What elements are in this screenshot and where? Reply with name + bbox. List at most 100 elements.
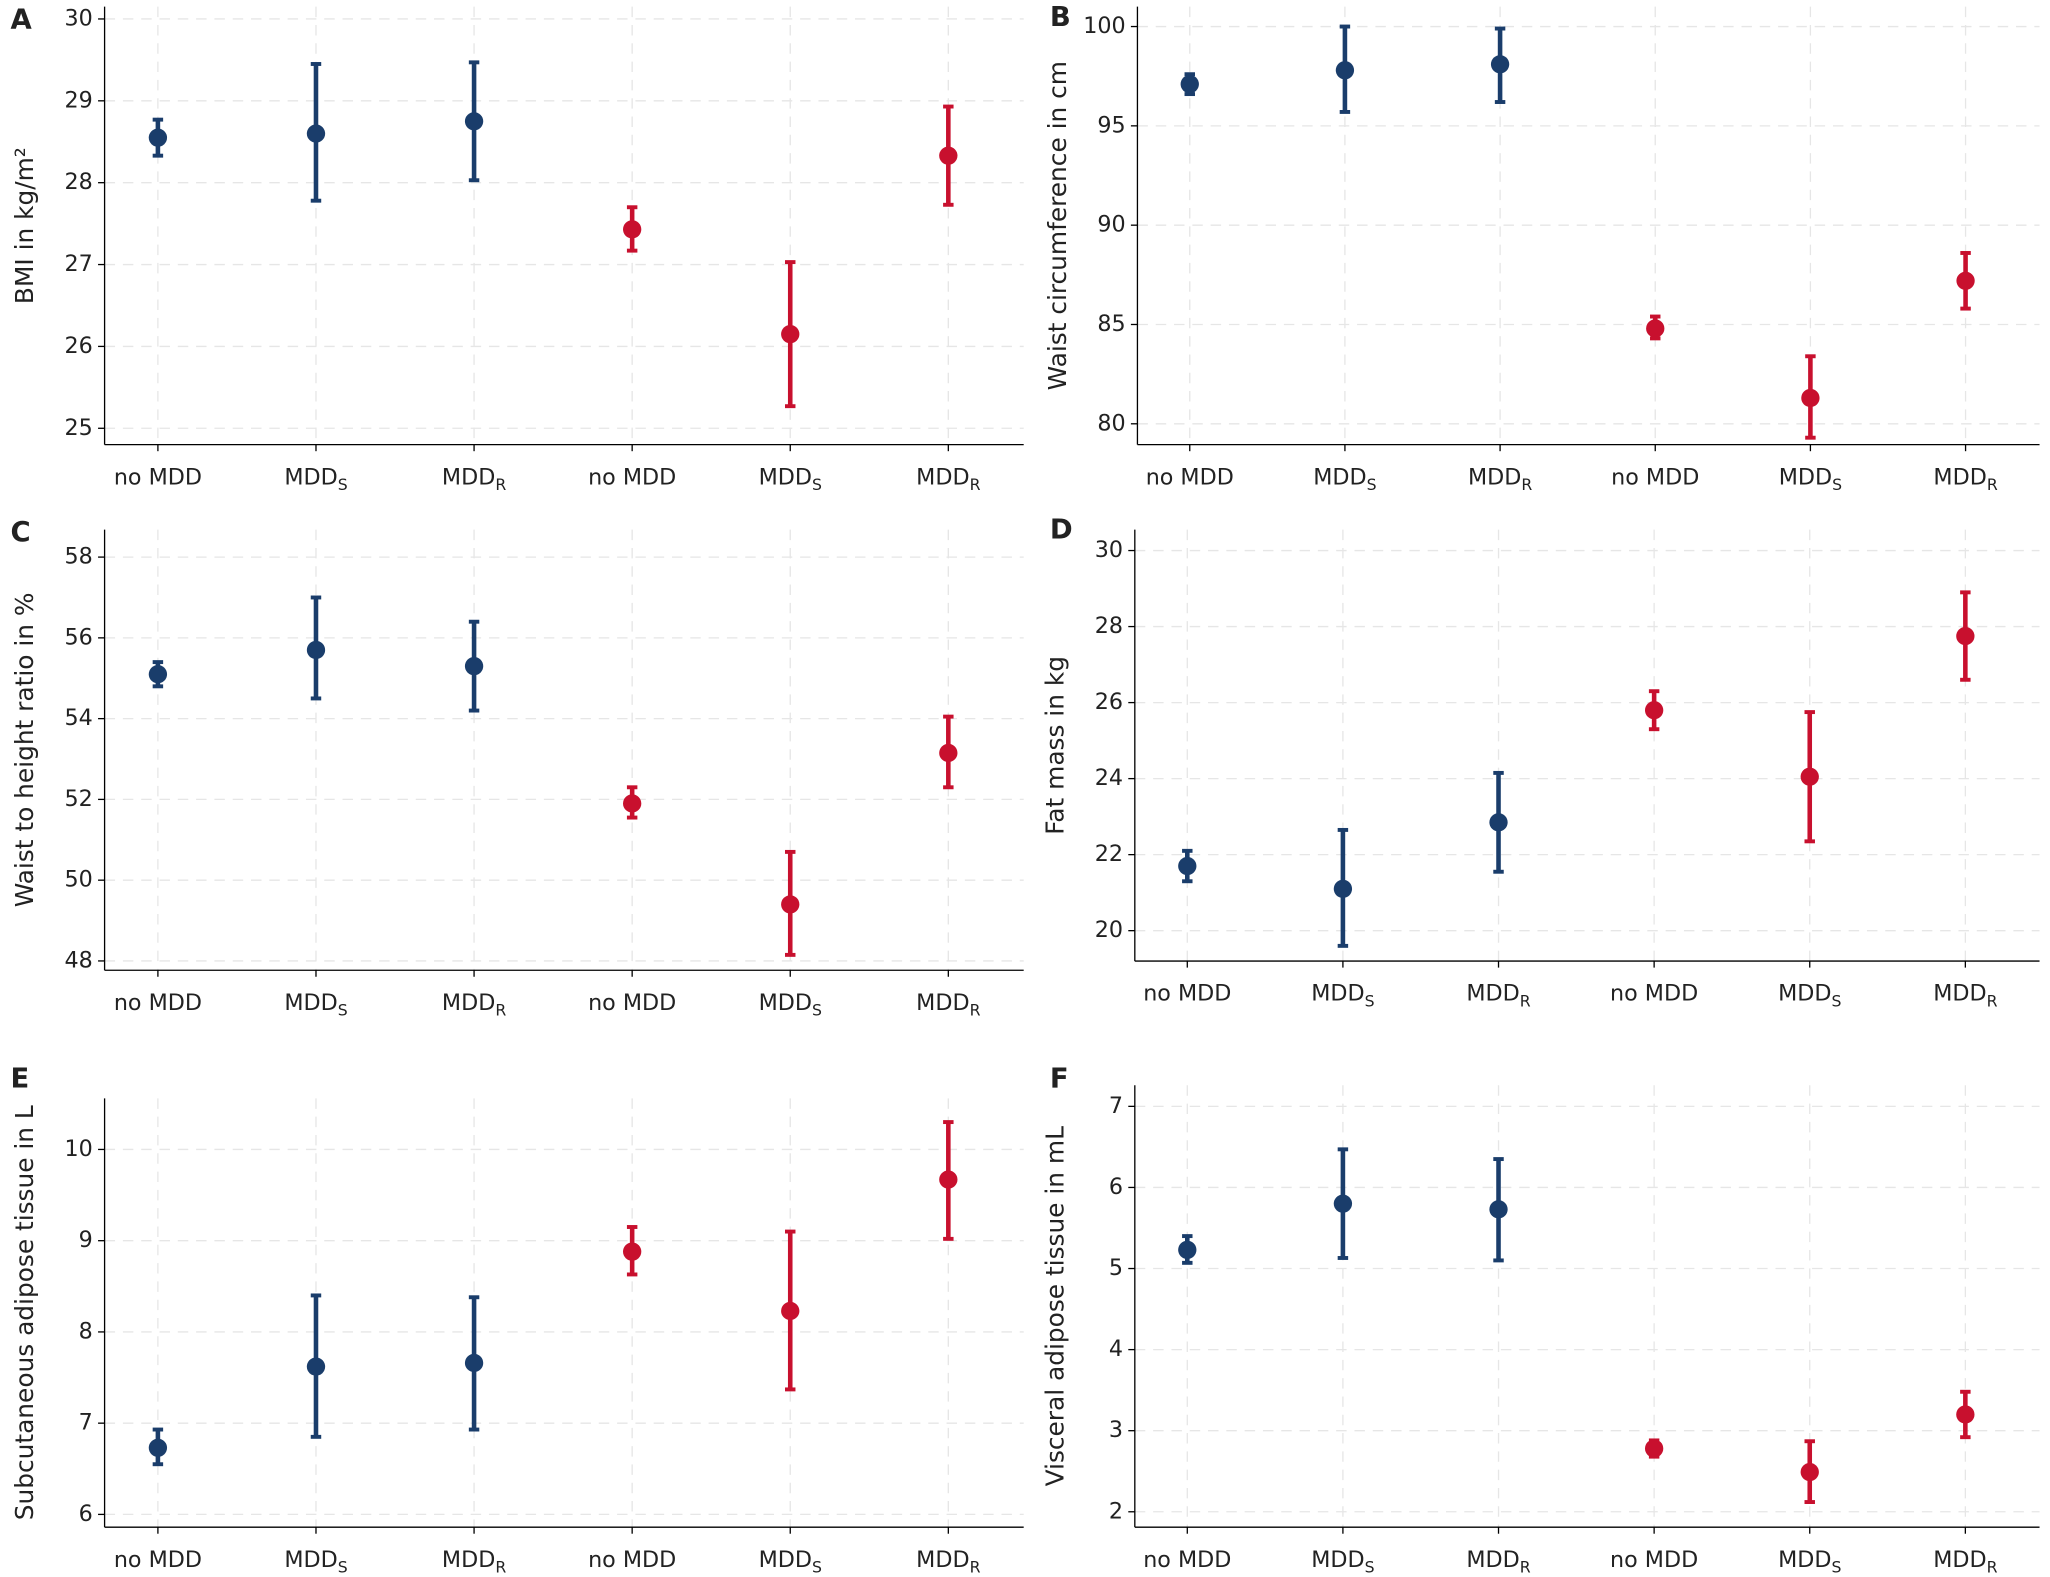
category-subscript: S [1365, 1557, 1375, 1576]
category-text: no MDD [1611, 464, 1699, 490]
point [306, 1357, 326, 1376]
y-tick-label: 7 [79, 1410, 93, 1436]
x-tick-label: MDDS [1778, 1546, 1841, 1576]
point [464, 1353, 484, 1373]
category-text: MDD [1466, 1546, 1519, 1572]
x-tick-label: MDDR [1466, 1546, 1530, 1576]
point [1956, 1405, 1975, 1424]
y-tick-label: 30 [65, 5, 93, 31]
point [781, 895, 800, 914]
panel-label: D [1050, 514, 1073, 545]
y-tick-label: 29 [65, 87, 93, 113]
category-text: no MDD [1143, 980, 1231, 1006]
x-tick-label: no MDD [588, 464, 676, 490]
point [623, 1242, 642, 1261]
point [306, 640, 326, 660]
y-axis-title: Waist to height ratio in % [10, 593, 39, 908]
x-tick-label: no MDD [1610, 1546, 1698, 1572]
category-text: MDD [1778, 980, 1831, 1006]
x-tick-label: MDDR [442, 989, 506, 1019]
x-tick-label: MDDS [284, 1546, 347, 1576]
point [1644, 1439, 1664, 1458]
category-subscript: R [495, 1557, 506, 1576]
category-text: MDD [1311, 1546, 1364, 1572]
category-subscript: S [1367, 475, 1377, 494]
x-tick-label: MDDS [1313, 464, 1376, 494]
category-subscript: R [970, 475, 981, 494]
point [781, 1301, 800, 1321]
point [1489, 813, 1508, 832]
category-text: no MDD [1143, 1546, 1231, 1572]
category-text: MDD [916, 1546, 969, 1572]
x-tick-label: MDDS [1311, 980, 1374, 1010]
panel-label: E [10, 1064, 29, 1095]
y-tick-label: 6 [1109, 1174, 1123, 1200]
panel-label: B [1050, 2, 1071, 33]
category-text: no MDD [1610, 980, 1698, 1006]
point [1489, 1200, 1508, 1219]
x-tick-label: MDDR [1933, 980, 1997, 1010]
y-tick-label: 100 [1083, 13, 1125, 39]
category-text: MDD [759, 464, 812, 490]
point [148, 665, 168, 684]
category-text: MDD [1778, 1546, 1831, 1572]
point [1956, 271, 1975, 290]
y-tick-label: 7 [1109, 1093, 1123, 1119]
category-subscript: S [1365, 991, 1375, 1010]
y-tick-label: 28 [65, 169, 93, 195]
category-subscript: R [1987, 991, 1998, 1010]
category-subscript: R [495, 475, 506, 494]
point [1178, 1240, 1197, 1260]
category-text: MDD [759, 1546, 812, 1572]
x-tick-label: no MDD [588, 1546, 676, 1572]
category-subscript: S [1831, 991, 1841, 1010]
x-tick-label: no MDD [1610, 980, 1698, 1006]
point [1644, 701, 1664, 720]
category-text: MDD [1933, 1546, 1986, 1572]
category-text: MDD [1466, 980, 1519, 1006]
category-subscript: R [1521, 475, 1532, 494]
x-tick-label: no MDD [588, 989, 676, 1015]
y-tick-label: 3 [1109, 1417, 1123, 1443]
category-subscript: S [1832, 475, 1842, 494]
y-tick-label: 2 [1109, 1498, 1123, 1524]
category-text: no MDD [588, 464, 676, 490]
x-tick-label: MDDR [442, 464, 506, 494]
point [464, 656, 484, 676]
x-tick-label: no MDD [114, 1546, 202, 1572]
category-text: no MDD [114, 464, 202, 490]
category-text: MDD [284, 1546, 337, 1572]
x-tick-label: MDDR [442, 1546, 506, 1576]
category-subscript: S [338, 1000, 348, 1019]
category-subscript: R [1520, 991, 1531, 1010]
point [781, 324, 800, 344]
category-subscript: R [495, 1000, 506, 1019]
point [1180, 74, 1199, 94]
category-text: MDD [442, 464, 495, 490]
category-text: no MDD [114, 989, 202, 1015]
panel-label: F [1050, 1064, 1069, 1095]
x-tick-label: MDDS [1311, 1546, 1374, 1576]
x-tick-label: MDDS [284, 989, 347, 1019]
y-tick-label: 95 [1097, 112, 1125, 138]
category-text: no MDD [1610, 1546, 1698, 1572]
y-tick-label: 50 [65, 867, 93, 893]
y-tick-label: 85 [1097, 311, 1125, 337]
y-tick-label: 8 [79, 1318, 93, 1344]
y-tick-label: 48 [65, 947, 93, 973]
category-subscript: R [1987, 1557, 1998, 1576]
point [148, 1438, 168, 1457]
y-tick-label: 27 [65, 251, 93, 277]
category-text: no MDD [588, 1546, 676, 1572]
point [306, 124, 326, 143]
category-text: MDD [1313, 464, 1366, 490]
x-tick-label: no MDD [114, 464, 202, 490]
x-tick-label: MDDS [759, 1546, 822, 1576]
y-tick-label: 90 [1097, 212, 1125, 238]
category-text: MDD [1468, 464, 1521, 490]
y-tick-label: 80 [1097, 410, 1125, 436]
y-tick-label: 54 [65, 705, 93, 731]
category-text: MDD [916, 464, 969, 490]
x-tick-label: MDDR [916, 464, 980, 494]
category-subscript: S [338, 1557, 348, 1576]
